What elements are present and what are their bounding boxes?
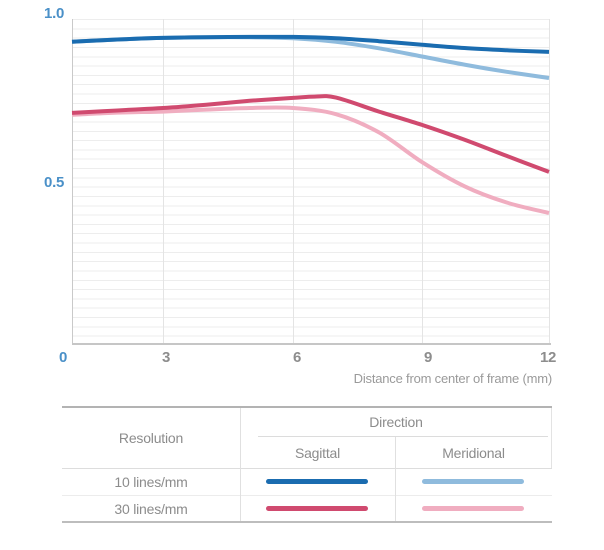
curve-30-lines-mm-meridional [71, 105, 550, 215]
y-tick-label-0.5: 0.5 [44, 174, 64, 191]
direction-underline [258, 436, 548, 437]
curve-10-lines-mm-sagittal [71, 34, 550, 54]
legend-row-10lines-label: 10 lines/mm [114, 474, 188, 490]
y-tick-label-1.0: 1.0 [44, 5, 64, 22]
x-axis-title: Distance from center of frame (mm) [353, 371, 553, 386]
legend-header-meridional: Meridional [442, 444, 505, 461]
swatch-10lines-meridional [422, 479, 524, 484]
x-tick-label-0: 0 [58, 349, 68, 366]
plot-area [72, 19, 550, 345]
legend-col-divider-1 [240, 408, 241, 521]
x-axis-line [72, 343, 551, 345]
x-tick-label-12: 12 [539, 349, 557, 366]
legend-col-divider-2 [395, 437, 396, 521]
mtf-curves [71, 34, 550, 215]
swatch-30lines-meridional [422, 506, 524, 511]
legend-row-separator [62, 495, 552, 496]
legend-header-direction: Direction [369, 414, 423, 430]
legend-header-separator [62, 468, 552, 469]
legend-row-30lines-label: 30 lines/mm [114, 500, 188, 517]
legend-table: Resolution Direction Sagittal Meridional… [62, 406, 552, 523]
vertical-gridline [163, 19, 164, 345]
x-tick-label-3: 3 [161, 349, 171, 366]
legend-header-right-border [551, 408, 552, 468]
x-tick-label-9: 9 [423, 349, 433, 366]
vertical-gridline [293, 19, 294, 345]
swatch-10lines-sagittal [266, 479, 368, 484]
legend-header-resolution: Resolution [118, 430, 184, 446]
vertical-gridline [422, 19, 423, 345]
x-tick-label-6: 6 [292, 349, 302, 366]
swatch-30lines-sagittal [266, 506, 368, 511]
curve-10-lines-mm-meridional [71, 35, 550, 80]
legend-header-sagittal: Sagittal [294, 444, 341, 461]
curve-30-lines-mm-sagittal [71, 94, 550, 174]
y-axis-line [72, 19, 73, 345]
vertical-gridline [549, 19, 550, 345]
